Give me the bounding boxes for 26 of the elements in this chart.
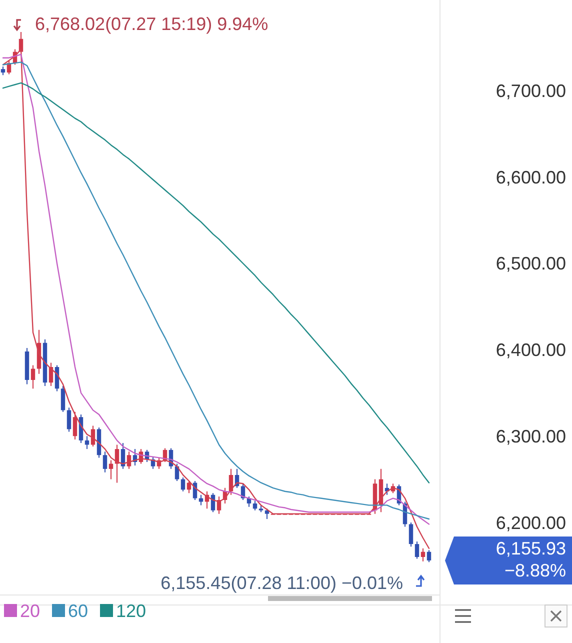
y-tick-label: 6,200.00 xyxy=(496,512,566,533)
candlestick xyxy=(60,386,66,412)
candlestick xyxy=(180,477,186,492)
candlestick xyxy=(264,508,270,520)
y-tick-label: 6,700.00 xyxy=(496,80,566,101)
legend-label: 60 xyxy=(68,601,88,621)
annotation: 6,768.02(07.27 15:19) 9.94% xyxy=(35,14,268,34)
annotation: 6,155.45(07.28 11:00) −0.01% xyxy=(160,573,403,593)
y-tick-label: 6,500.00 xyxy=(496,254,566,274)
candlestick xyxy=(414,540,420,560)
y-tick-label: 6,300.00 xyxy=(496,426,566,446)
candlestick xyxy=(408,522,414,548)
candlestick xyxy=(420,548,426,562)
candlestick xyxy=(186,480,192,494)
text: 6,155.93 −8.88% xyxy=(496,538,566,580)
candlestick xyxy=(72,411,78,440)
candlestick xyxy=(426,550,432,563)
candlestick xyxy=(108,460,114,480)
y-tick-label: 6,400.00 xyxy=(496,340,566,360)
candlestick xyxy=(66,407,72,432)
candlestick xyxy=(30,364,36,390)
legend-label: 120 xyxy=(116,601,146,621)
candlestick xyxy=(252,500,258,511)
candlestick xyxy=(102,451,108,473)
legend-label: 20 xyxy=(20,601,40,621)
y-tick-label: 6,600.00 xyxy=(496,167,566,188)
